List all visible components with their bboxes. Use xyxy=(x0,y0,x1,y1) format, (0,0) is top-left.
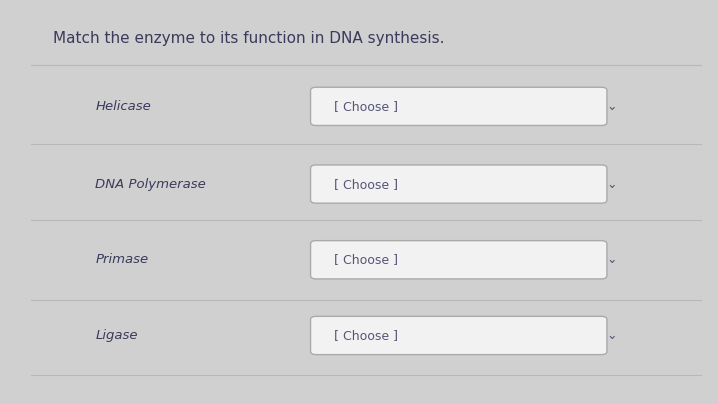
Text: ⌄: ⌄ xyxy=(607,178,617,191)
Text: Ligase: Ligase xyxy=(95,329,138,342)
Text: Match the enzyme to its function in DNA synthesis.: Match the enzyme to its function in DNA … xyxy=(52,31,444,46)
Text: ⌄: ⌄ xyxy=(607,100,617,113)
Text: ⌄: ⌄ xyxy=(607,253,617,266)
Text: ⌄: ⌄ xyxy=(607,329,617,342)
Text: [ Choose ]: [ Choose ] xyxy=(334,253,398,266)
FancyBboxPatch shape xyxy=(311,87,607,126)
FancyBboxPatch shape xyxy=(311,316,607,355)
Text: [ Choose ]: [ Choose ] xyxy=(334,100,398,113)
Text: [ Choose ]: [ Choose ] xyxy=(334,178,398,191)
Text: [ Choose ]: [ Choose ] xyxy=(334,329,398,342)
FancyBboxPatch shape xyxy=(311,165,607,203)
FancyBboxPatch shape xyxy=(311,241,607,279)
Text: DNA Polymerase: DNA Polymerase xyxy=(95,178,206,191)
Text: Primase: Primase xyxy=(95,253,149,266)
Text: Helicase: Helicase xyxy=(95,100,151,113)
